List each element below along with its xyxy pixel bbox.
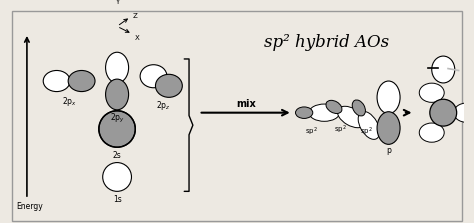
Ellipse shape — [309, 104, 340, 121]
Text: 2p$_y$: 2p$_y$ — [109, 112, 125, 125]
Text: Y: Y — [115, 0, 119, 5]
Ellipse shape — [454, 103, 474, 122]
Text: 2p$_x$: 2p$_x$ — [62, 95, 77, 108]
Ellipse shape — [106, 52, 128, 83]
Ellipse shape — [337, 106, 365, 128]
Ellipse shape — [377, 81, 400, 114]
Ellipse shape — [432, 56, 455, 83]
Ellipse shape — [155, 74, 182, 97]
Ellipse shape — [106, 79, 128, 110]
Text: sp$^2$: sp$^2$ — [305, 126, 318, 138]
Ellipse shape — [43, 70, 70, 92]
Text: sp$^2$: sp$^2$ — [334, 124, 347, 136]
Text: Energy: Energy — [17, 202, 43, 211]
Ellipse shape — [419, 123, 444, 142]
Ellipse shape — [419, 83, 444, 102]
Text: mix: mix — [236, 99, 255, 109]
Text: 2p$_z$: 2p$_z$ — [156, 99, 171, 112]
Ellipse shape — [352, 100, 365, 116]
Text: p: p — [386, 146, 391, 155]
Ellipse shape — [99, 111, 135, 147]
Text: sp² hybrid AOs: sp² hybrid AOs — [264, 34, 389, 51]
Text: 2s: 2s — [113, 151, 121, 160]
Text: Z: Z — [132, 13, 137, 19]
Ellipse shape — [326, 100, 342, 114]
Text: 1s: 1s — [113, 195, 121, 204]
Ellipse shape — [103, 163, 131, 191]
Ellipse shape — [358, 112, 380, 139]
Ellipse shape — [430, 99, 456, 126]
Text: X: X — [134, 35, 139, 41]
Ellipse shape — [68, 70, 95, 92]
Ellipse shape — [140, 65, 167, 88]
Text: sp$^2$: sp$^2$ — [360, 126, 373, 138]
Ellipse shape — [377, 112, 400, 144]
Ellipse shape — [295, 107, 313, 118]
